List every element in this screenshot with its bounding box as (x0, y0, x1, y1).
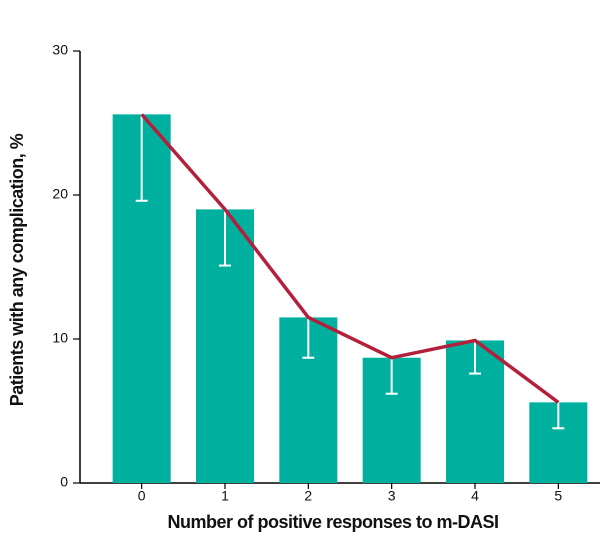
y-axis-title: Patients with any complication, % (7, 133, 27, 406)
x-tick-label: 5 (554, 488, 562, 504)
y-tick-label: 10 (52, 330, 68, 346)
x-tick-label: 4 (471, 488, 479, 504)
x-tick-label: 3 (388, 488, 396, 504)
x-tick-label: 0 (138, 488, 146, 504)
trend-line (140, 113, 560, 404)
y-tick-label: 0 (60, 474, 68, 490)
y-tick-label: 30 (52, 42, 68, 58)
x-axis-title: Number of positive responses to m-DASI (167, 512, 498, 532)
x-tick-label: 1 (221, 488, 229, 504)
y-tick-label: 20 (52, 186, 68, 202)
x-tick-label: 2 (304, 488, 312, 504)
